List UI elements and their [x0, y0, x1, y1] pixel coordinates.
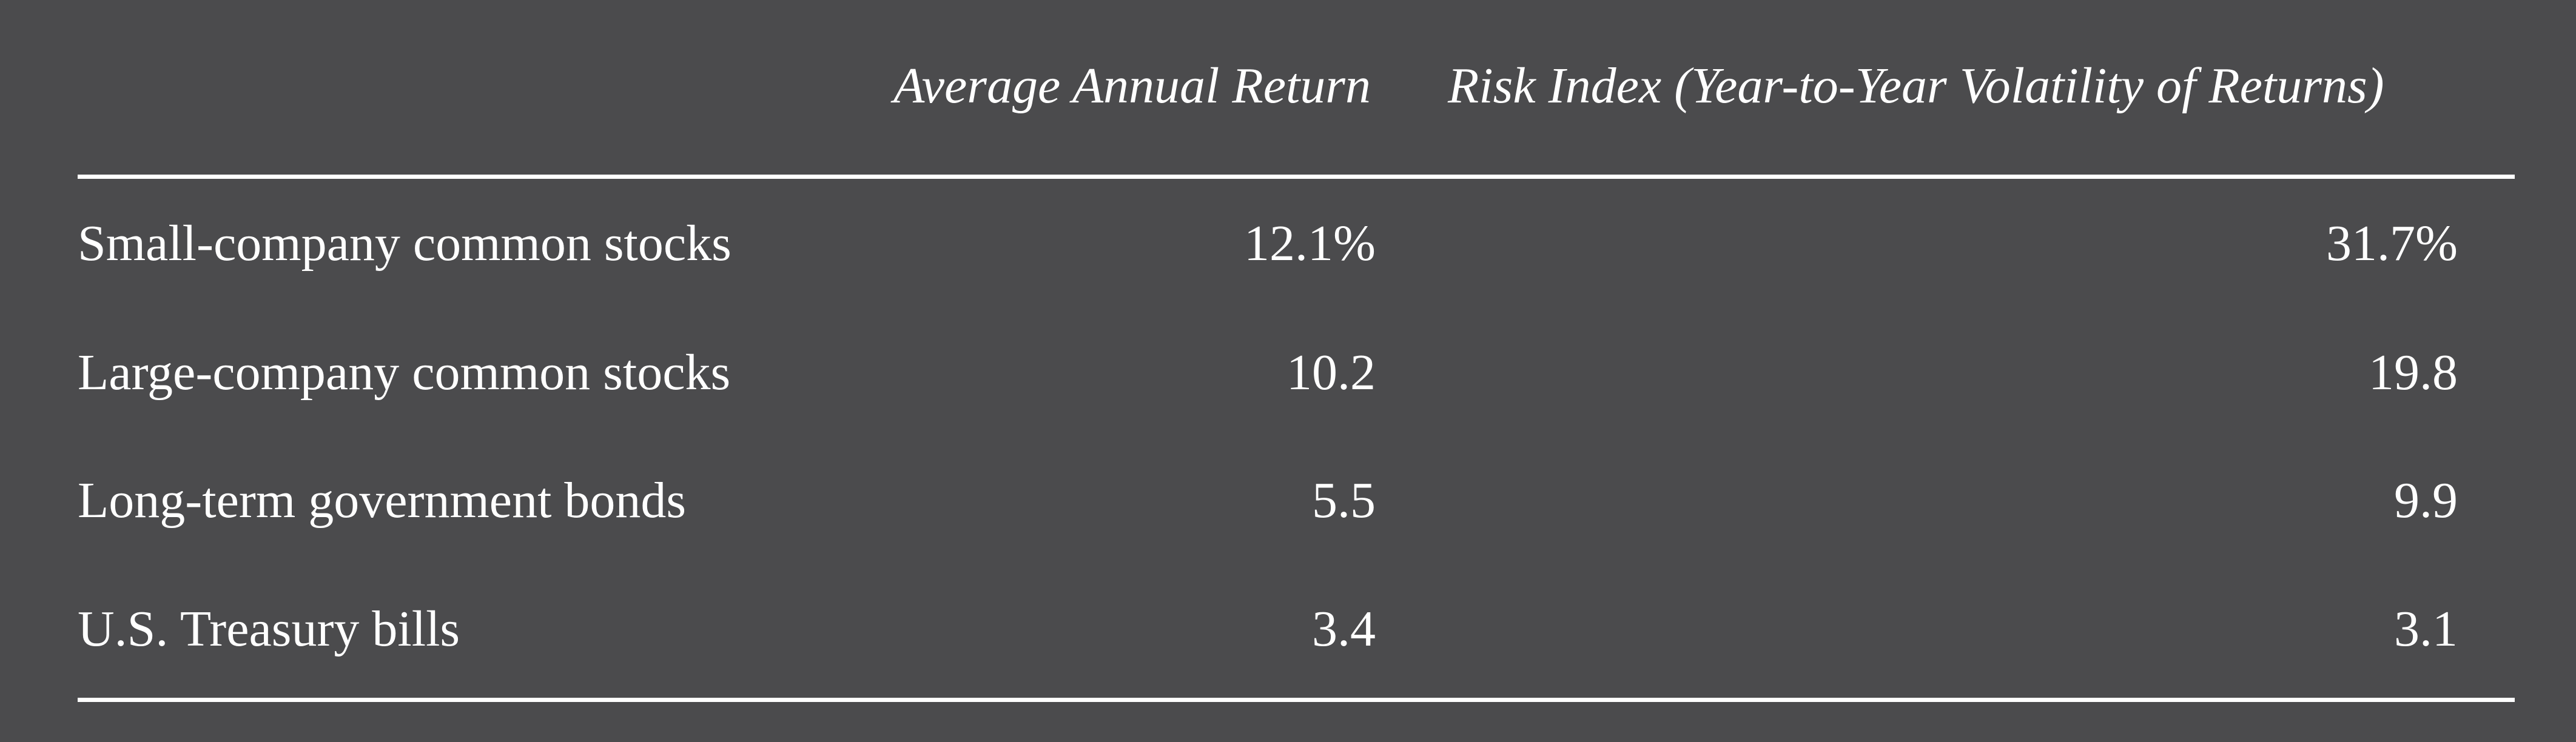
table-bottom-rule: [78, 698, 2515, 702]
table-row: Long-term government bonds 5.5 9.9: [0, 475, 2576, 548]
risk-index-value: 19.8: [2369, 344, 2458, 401]
table-row: U.S. Treasury bills 3.4 3.1: [0, 604, 2576, 677]
row-label: Long-term government bonds: [78, 472, 687, 529]
header-divider: [78, 175, 2515, 179]
risk-index-value: 31.7%: [2326, 215, 2458, 272]
row-label: Small-company common stocks: [78, 215, 731, 272]
average-annual-return-value: 12.1%: [1244, 215, 1376, 272]
risk-index-value: 9.9: [2394, 472, 2458, 529]
table-row: Small-company common stocks 12.1% 31.7%: [0, 218, 2576, 291]
average-annual-return-value: 5.5: [1312, 472, 1376, 529]
risk-index-value: 3.1: [2394, 601, 2458, 657]
table-row: Large-company common stocks 10.2 19.8: [0, 347, 2576, 420]
average-annual-return-value: 10.2: [1286, 344, 1376, 401]
row-label: U.S. Treasury bills: [78, 601, 460, 657]
row-label: Large-company common stocks: [78, 344, 731, 401]
average-annual-return-value: 3.4: [1312, 601, 1376, 657]
header-average-annual-return: Average Annual Return: [893, 58, 1371, 114]
header-risk-index: Risk Index (Year-to-Year Volatility of R…: [1448, 58, 2384, 114]
